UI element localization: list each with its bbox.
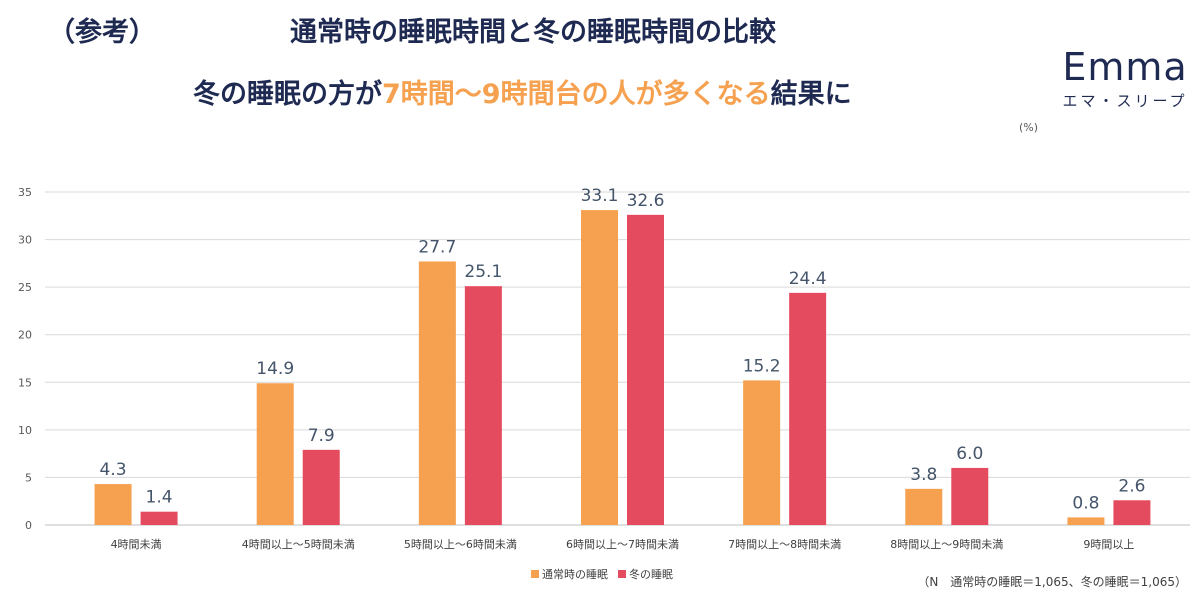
- data-label: 15.2: [743, 356, 781, 376]
- logo-wordmark: Emma: [1062, 45, 1188, 89]
- y-tick-label: 35: [18, 186, 32, 199]
- bar-winter: [789, 292, 827, 525]
- data-label: 27.7: [418, 237, 456, 257]
- bar-normal: [743, 380, 781, 525]
- bar-normal: [418, 261, 456, 525]
- bar-winter: [302, 449, 340, 525]
- data-label: 33.1: [581, 186, 619, 206]
- data-label: 6.0: [956, 444, 983, 464]
- data-label: 24.4: [789, 269, 827, 289]
- data-label: 2.6: [1118, 476, 1145, 496]
- reference-label: （参考）: [48, 17, 156, 48]
- x-tick-label: 4時間未満: [111, 538, 162, 551]
- logo-tagline: エマ・スリープ: [1062, 92, 1188, 110]
- data-label: 25.1: [464, 262, 502, 282]
- y-tick-label: 15: [18, 376, 32, 389]
- y-tick-label: 0: [25, 519, 32, 532]
- legend-swatch: [618, 570, 626, 578]
- subtitle-pre: 冬の睡眠の方が: [193, 79, 382, 110]
- bar-normal: [94, 484, 132, 525]
- x-tick-label: 6時間以上～7時間未満: [566, 538, 679, 551]
- data-label: 14.9: [256, 359, 294, 379]
- subtitle-post: 結果に: [770, 79, 852, 110]
- bar-winter: [140, 511, 178, 525]
- bar-winter: [627, 214, 664, 525]
- y-tick-label: 30: [18, 234, 32, 247]
- unit-label: (%): [1019, 121, 1039, 134]
- legend-swatch: [531, 570, 539, 578]
- y-tick-label: 10: [18, 424, 32, 437]
- bar-normal: [256, 383, 294, 525]
- data-label: 1.4: [146, 488, 173, 508]
- y-tick-label: 25: [18, 281, 32, 294]
- x-tick-label: 8時間以上～9時間未満: [890, 538, 1003, 551]
- sample-size-footnote: （N 通常時の睡眠＝1,065、冬の睡眠＝1,065）: [917, 575, 1187, 589]
- brand-logo: Emma エマ・スリープ: [1058, 48, 1192, 111]
- bar-normal: [905, 488, 943, 525]
- x-tick-label: 7時間以上～8時間未満: [728, 538, 841, 551]
- data-label: 4.3: [100, 460, 127, 480]
- data-label: 32.6: [627, 191, 665, 211]
- page-title: 通常時の睡眠時間と冬の睡眠時間の比較: [290, 17, 776, 48]
- page-subtitle: 冬の睡眠の方が7時間～9時間台の人が多くなる結果に: [193, 72, 852, 111]
- subtitle-highlight: 7時間～9時間台の人が多くなる: [382, 79, 771, 110]
- bar-winter: [1113, 500, 1151, 525]
- data-label: 0.8: [1072, 493, 1099, 513]
- legend-label: 冬の睡眠: [629, 567, 673, 581]
- legend-label: 通常時の睡眠: [542, 568, 608, 581]
- bar-normal: [581, 210, 618, 525]
- y-tick-label: 20: [18, 329, 32, 342]
- x-tick-label: 4時間以上～5時間未満: [242, 538, 355, 551]
- data-label: 7.9: [308, 426, 335, 446]
- data-label: 3.8: [910, 465, 937, 485]
- bar-winter: [951, 467, 989, 525]
- bar-winter: [464, 286, 502, 525]
- y-tick-label: 5: [25, 471, 32, 484]
- x-tick-label: 5時間以上～6時間未満: [404, 538, 517, 551]
- bar-normal: [1067, 517, 1105, 525]
- x-tick-label: 9時間以上: [1083, 538, 1134, 551]
